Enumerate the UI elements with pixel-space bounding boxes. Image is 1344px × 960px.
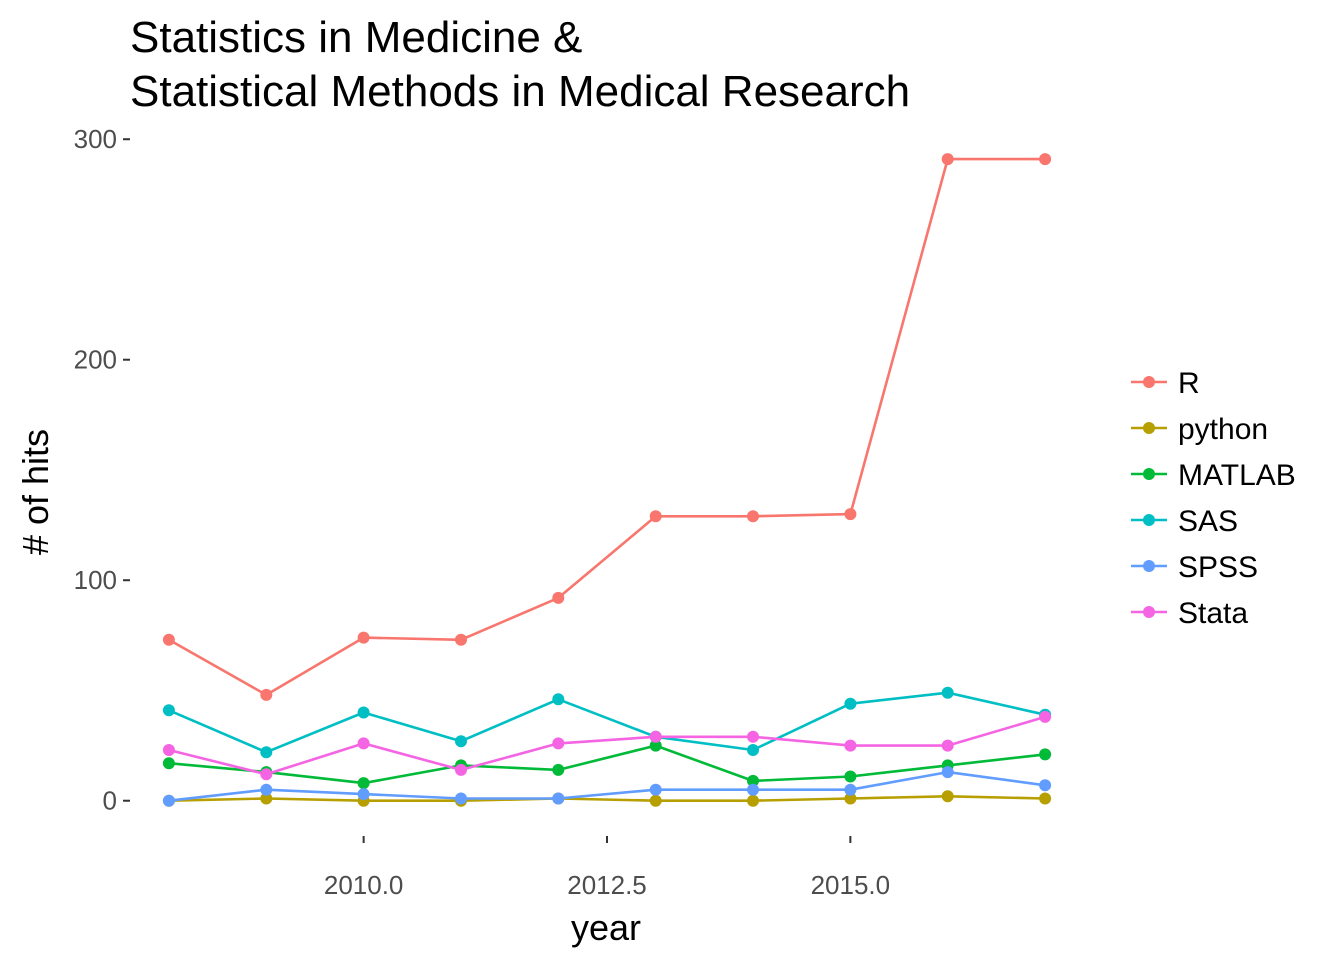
- data-point: [649, 510, 662, 523]
- legend-item: R: [1131, 367, 1200, 400]
- legend-label: python: [1178, 413, 1268, 446]
- data-point: [649, 730, 662, 743]
- data-point: [162, 633, 175, 646]
- data-point: [1039, 779, 1052, 792]
- chart-title-line-1: Statistics in Medicine &: [130, 13, 582, 62]
- data-point: [649, 739, 662, 752]
- series-line: [167, 744, 1047, 785]
- data-point: [747, 794, 759, 807]
- data-point: [162, 704, 175, 717]
- data-point: [1039, 153, 1052, 166]
- legend-key-point: [1143, 422, 1155, 434]
- y-tick-label: 0: [103, 786, 117, 816]
- data-point: [844, 697, 857, 710]
- data-point: [260, 688, 273, 701]
- legend-key-point: [1143, 560, 1155, 572]
- data-point: [552, 763, 565, 776]
- x-tick-label: 2012.5: [567, 870, 647, 900]
- data-point: [941, 766, 954, 779]
- series-line: [167, 770, 1047, 803]
- legend-item: SAS: [1131, 505, 1238, 538]
- data-point: [747, 730, 759, 743]
- data-point: [260, 768, 273, 781]
- data-point: [941, 686, 954, 699]
- data-point: [747, 774, 759, 787]
- series-line: [167, 157, 1047, 697]
- series-line: [167, 691, 1047, 754]
- data-point: [1039, 710, 1052, 723]
- data-point: [357, 788, 370, 801]
- legend-label: Stata: [1178, 597, 1248, 630]
- y-axis: 0 100 200 300: [74, 124, 130, 816]
- legend-item: MATLAB: [1131, 459, 1296, 492]
- legend-key-point: [1143, 514, 1155, 526]
- chart-title: Statistics in Medicine & Statistical Met…: [130, 13, 910, 116]
- data-point: [552, 792, 565, 805]
- data-point: [941, 790, 954, 803]
- data-point: [357, 777, 370, 790]
- legend-key-point: [1143, 468, 1155, 480]
- data-point: [162, 757, 175, 770]
- data-point: [357, 706, 370, 719]
- data-point: [357, 737, 370, 750]
- data-point: [844, 508, 857, 521]
- series-python: [162, 790, 1052, 807]
- legend-key-point: [1143, 606, 1155, 618]
- data-point: [455, 735, 467, 748]
- series-line: [167, 715, 1047, 776]
- series-line: [167, 794, 1047, 803]
- data-point: [844, 739, 857, 752]
- data-point: [552, 737, 565, 750]
- legend-item: python: [1131, 413, 1268, 446]
- data-point: [844, 770, 857, 783]
- series-r: [162, 153, 1052, 701]
- data-point: [552, 591, 565, 604]
- data-point: [844, 783, 857, 796]
- y-tick-label: 300: [74, 124, 117, 154]
- legend-item: Stata: [1131, 597, 1248, 630]
- data-point: [455, 763, 467, 776]
- data-point: [260, 792, 273, 805]
- x-axis-title: year: [571, 907, 641, 948]
- series-layer: [162, 153, 1052, 807]
- series-sas: [162, 686, 1052, 759]
- data-point: [747, 510, 759, 523]
- series-stata: [162, 710, 1052, 781]
- series-spss: [162, 766, 1052, 807]
- data-point: [649, 794, 662, 807]
- data-point: [357, 631, 370, 644]
- chart-title-line-2: Statistical Methods in Medical Research: [130, 67, 910, 116]
- x-axis: 2010.0 2012.5 2015.0: [324, 836, 890, 900]
- data-point: [162, 794, 175, 807]
- y-tick-label: 100: [74, 565, 117, 595]
- y-axis-title: # of hits: [15, 429, 56, 555]
- legend-label: SAS: [1178, 505, 1238, 538]
- legend-key-point: [1143, 376, 1155, 388]
- data-point: [455, 792, 467, 805]
- legend-item: SPSS: [1131, 551, 1258, 584]
- x-tick-label: 2015.0: [811, 870, 891, 900]
- data-point: [162, 744, 175, 756]
- data-point: [455, 633, 467, 646]
- data-point: [649, 783, 662, 796]
- data-point: [941, 739, 954, 752]
- x-tick-label: 2010.0: [324, 870, 404, 900]
- data-point: [747, 783, 759, 796]
- data-point: [552, 693, 565, 706]
- y-tick-label: 200: [74, 345, 117, 375]
- data-point: [1039, 748, 1052, 761]
- data-point: [260, 783, 273, 796]
- data-point: [747, 744, 759, 756]
- data-point: [941, 153, 954, 166]
- legend-label: MATLAB: [1178, 459, 1296, 492]
- data-point: [260, 746, 273, 759]
- data-point: [844, 792, 857, 805]
- data-point: [1039, 792, 1052, 805]
- legend-label: R: [1178, 367, 1200, 400]
- legend-label: SPSS: [1178, 551, 1258, 584]
